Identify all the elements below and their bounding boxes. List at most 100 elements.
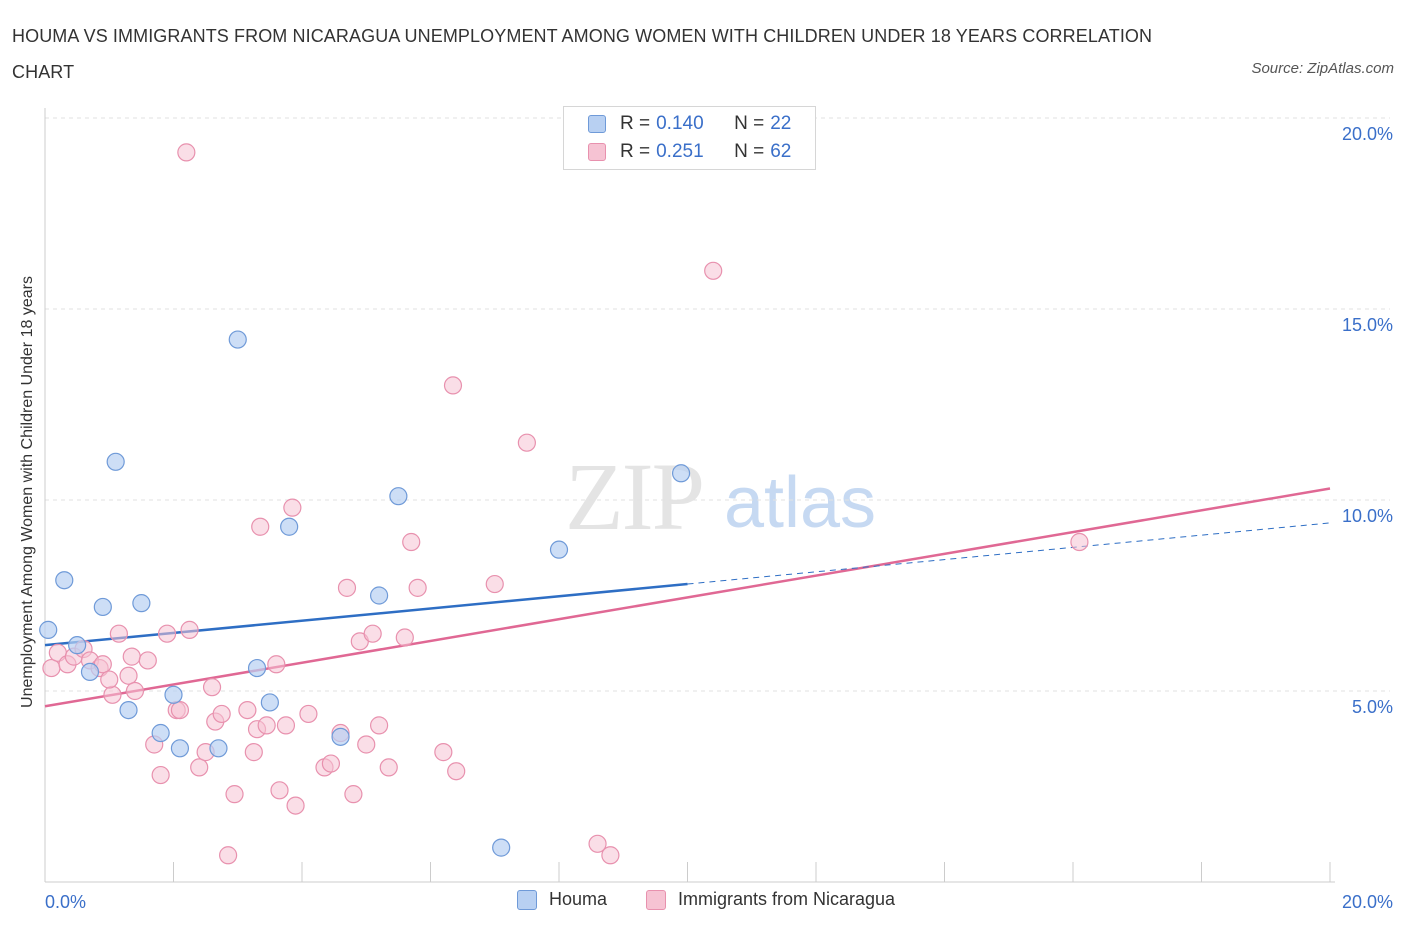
watermark-zip: ZIP: [565, 443, 703, 550]
nicaragua-point-59: [1070, 532, 1089, 552]
nicaragua-point-25: [219, 846, 238, 865]
nicaragua-point-28: [244, 743, 263, 762]
watermark: ZIP atlas: [565, 443, 876, 550]
nicaragua-point-39: [321, 754, 341, 773]
nicaragua-n-value: 62: [770, 141, 792, 162]
houma-point-21: [492, 838, 511, 857]
legend-houma-label: Houma: [549, 889, 608, 909]
nicaragua-point-17: [170, 700, 190, 720]
houma-point-3: [80, 662, 100, 682]
nicaragua-point-19: [180, 620, 199, 639]
nicaragua-point-61: [100, 670, 119, 689]
houma-point-17: [370, 586, 389, 605]
houma-point-4: [93, 597, 112, 617]
houma-point-19: [549, 540, 569, 559]
nicaragua-point-53: [447, 762, 466, 781]
houma-point-11: [209, 739, 228, 758]
nicaragua-point-49: [402, 532, 421, 552]
nicaragua-point-41: [337, 578, 357, 597]
nicaragua-point-24: [212, 704, 231, 724]
nicaragua-point-0: [42, 658, 61, 678]
nicaragua-point-50: [408, 578, 427, 597]
nicaragua-point-35: [283, 498, 302, 517]
nicaragua-point-52: [443, 376, 463, 395]
nicaragua-point-15: [157, 624, 177, 643]
houma-point-8: [151, 723, 170, 743]
nicaragua-point-20: [190, 758, 209, 777]
y-tick-labels: 5.0% 10.0% 15.0% 20.0%: [1342, 124, 1393, 717]
y-tick-label-1: 10.0%: [1342, 506, 1393, 526]
correlation-legend: R = 0.140 N = 22 R = 0.251 N = 62: [563, 106, 816, 170]
legend-nicaragua-swatch: [646, 889, 666, 910]
nicaragua-point-47: [379, 758, 398, 777]
y-tick-label-3: 20.0%: [1342, 124, 1393, 144]
nicaragua-point-7: [103, 685, 122, 704]
nicaragua-point-45: [363, 624, 382, 643]
houma-r-value: 0.140: [656, 113, 704, 134]
nicaragua-swatch: [588, 143, 606, 161]
series-legend: Houma Immigrants from Nicaragua: [0, 889, 1406, 915]
nicaragua-point-9: [119, 666, 138, 685]
houma-n-value: 22: [770, 113, 792, 134]
y-tick-label-2: 15.0%: [1342, 315, 1393, 335]
chart-title: HOUMA VS IMMIGRANTS FROM NICARAGUA UNEMP…: [12, 26, 1153, 82]
houma-point-18: [389, 487, 408, 506]
nicaragua-point-31: [257, 716, 276, 735]
nicaragua-point-37: [299, 704, 318, 724]
legend-row-houma: R = 0.140 N = 22: [588, 112, 791, 136]
houma-point-1: [55, 571, 74, 590]
y-tick-label-0: 5.0%: [1352, 697, 1393, 717]
legend-item-nicaragua: Immigrants from Nicaragua: [646, 889, 895, 910]
houma-swatch: [588, 115, 606, 133]
nicaragua-point-36: [286, 796, 305, 815]
grid-lines: [45, 117, 1390, 692]
houma-point-2: [68, 636, 87, 655]
nicaragua-point-55: [517, 433, 536, 452]
legend-houma-swatch: [517, 889, 537, 910]
nicaragua-n-label: N =: [734, 141, 765, 162]
houma-point-6: [132, 594, 151, 613]
x-tick-label-1: 20.0%: [1342, 892, 1393, 912]
x-tick-label-0: 0.0%: [45, 892, 86, 912]
nicaragua-point-32: [267, 655, 286, 674]
nicaragua-point-10: [122, 647, 141, 666]
nicaragua-point-46: [370, 716, 389, 735]
nicaragua-r-label: R =: [620, 141, 651, 162]
nicaragua-point-22: [202, 678, 222, 697]
nicaragua-point-51: [434, 743, 453, 762]
nicaragua-point-18: [177, 143, 196, 162]
nicaragua-point-54: [485, 574, 504, 594]
nicaragua-point-26: [225, 785, 244, 804]
nicaragua-point-8: [109, 624, 128, 643]
houma-point-7: [119, 700, 138, 720]
houma-point-14: [260, 693, 279, 712]
nicaragua-point-12: [138, 651, 157, 670]
legend-item-houma: Houma: [517, 889, 607, 910]
watermark-atlas: atlas: [724, 463, 876, 543]
source-label: Source: ZipAtlas.com: [1251, 60, 1394, 77]
houma-point-9: [164, 685, 183, 704]
nicaragua-point-14: [151, 765, 170, 785]
nicaragua-point-56: [601, 846, 620, 865]
houma-point-12: [228, 330, 247, 349]
legend-nicaragua-label: Immigrants from Nicaragua: [678, 889, 896, 909]
nicaragua-point-34: [276, 716, 296, 735]
houma-trend-extension: [687, 522, 1331, 585]
houma-trend-line: [44, 582, 688, 647]
nicaragua-point-48: [395, 628, 414, 647]
houma-point-10: [170, 739, 190, 758]
data-points: [39, 143, 1089, 865]
nicaragua-point-30: [251, 517, 270, 536]
nicaragua-point-58: [704, 261, 723, 280]
nicaragua-point-11: [125, 681, 145, 701]
nicaragua-point-44: [357, 735, 376, 754]
nicaragua-point-33: [270, 781, 289, 800]
nicaragua-point-27: [238, 700, 257, 720]
houma-point-15: [280, 517, 299, 536]
nicaragua-point-57: [588, 834, 607, 853]
houma-point-5: [106, 452, 125, 471]
houma-point-13: [247, 658, 267, 678]
houma-point-0: [39, 620, 58, 639]
houma-point-16: [331, 727, 350, 746]
